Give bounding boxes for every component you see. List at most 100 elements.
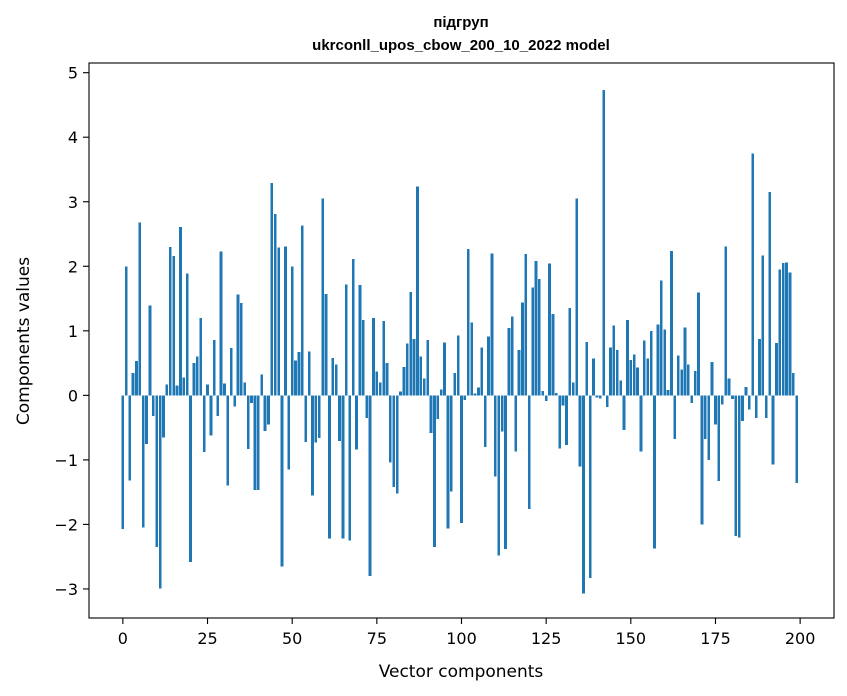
bar-104	[473, 393, 477, 396]
bar-12	[162, 395, 165, 438]
bar-5	[138, 222, 142, 396]
chart-title-line1: підгруп	[433, 14, 488, 31]
bar-186	[751, 153, 755, 396]
bar-41	[260, 374, 264, 396]
bar-95	[443, 342, 446, 396]
bar-166	[683, 327, 687, 396]
bar-57	[314, 395, 318, 443]
bar-158	[656, 324, 660, 396]
bar-87	[416, 186, 419, 396]
bar-84	[405, 343, 409, 396]
y-tick-label: −2	[54, 515, 78, 534]
x-tick-label: 25	[197, 629, 217, 648]
bar-86	[412, 339, 416, 396]
bar-196	[785, 262, 788, 396]
bars-group	[121, 90, 799, 594]
bar-105	[477, 387, 480, 396]
bar-42	[263, 395, 267, 431]
bar-61	[328, 395, 331, 539]
x-tick-label: 125	[531, 629, 562, 648]
bar-73	[368, 395, 372, 577]
bar-102	[466, 248, 470, 396]
bar-188	[758, 339, 761, 396]
bar-49	[287, 395, 291, 470]
bar-80	[392, 395, 396, 487]
bar-130	[561, 395, 565, 406]
bar-94	[439, 389, 443, 396]
bar-134	[575, 198, 578, 396]
bar-150	[629, 359, 633, 396]
bar-162	[670, 250, 673, 396]
bar-53	[300, 225, 304, 396]
bar-111	[497, 395, 501, 556]
bar-1	[124, 266, 128, 396]
bar-76	[378, 382, 382, 396]
bar-31	[226, 395, 230, 486]
bar-144	[609, 347, 612, 396]
x-tick-label: 100	[446, 629, 477, 648]
bar-10	[155, 395, 159, 548]
bar-145	[612, 325, 616, 396]
bar-77	[382, 321, 385, 396]
bar-54	[304, 395, 308, 442]
bar-83	[402, 366, 406, 396]
bar-164	[676, 355, 680, 396]
bar-120	[527, 395, 531, 509]
bar-189	[761, 255, 765, 396]
bar-143	[605, 395, 609, 407]
bar-79	[389, 395, 392, 463]
bar-35	[240, 303, 243, 396]
bar-118	[521, 302, 524, 396]
bar-51	[294, 360, 297, 396]
bar-184	[744, 386, 748, 396]
bar-177	[720, 395, 724, 405]
bar-38	[250, 395, 253, 404]
bar-140	[595, 395, 599, 398]
bar-115	[510, 316, 514, 396]
bar-182	[737, 395, 741, 538]
y-tick-label: 3	[68, 193, 78, 212]
bar-70	[358, 285, 362, 396]
bar-178	[724, 246, 727, 396]
bar-7	[145, 395, 148, 444]
bar-192	[771, 395, 775, 465]
bar-32	[229, 348, 233, 396]
y-tick-label: 1	[68, 322, 78, 341]
y-tick-label: 2	[68, 257, 78, 276]
bar-81	[395, 395, 399, 494]
bar-30	[223, 383, 226, 396]
bar-74	[372, 317, 375, 396]
bar-78	[385, 363, 389, 396]
bar-67	[348, 395, 352, 541]
bar-154	[643, 340, 646, 396]
bar-92	[433, 395, 436, 548]
bar-66	[345, 284, 348, 396]
bar-174	[710, 361, 714, 396]
bar-117	[517, 350, 521, 396]
bar-52	[297, 352, 301, 396]
bar-152	[636, 367, 639, 396]
bar-82	[399, 391, 402, 396]
bar-163	[673, 395, 677, 440]
bar-2	[128, 395, 131, 481]
y-axis-ticks: −3 −2 −1 0 1 2 3 4 5	[54, 64, 89, 599]
bar-24	[202, 395, 206, 453]
bar-33	[233, 395, 236, 407]
bar-36	[243, 382, 247, 396]
bar-43	[267, 395, 270, 425]
bar-56	[311, 395, 314, 496]
bar-40	[256, 395, 260, 491]
bar-26	[209, 395, 213, 436]
x-axis-ticks: 0 25 50 75 100 125 150 175 200	[118, 618, 815, 648]
bar-27	[212, 339, 216, 396]
y-tick-label: 0	[68, 386, 78, 405]
bar-187	[754, 395, 758, 418]
bar-197	[788, 272, 792, 396]
y-tick-label: 5	[68, 64, 78, 83]
bar-176	[717, 395, 721, 482]
bar-85	[409, 292, 413, 396]
bar-47	[280, 395, 284, 567]
bar-18	[182, 377, 186, 396]
bar-119	[524, 254, 528, 396]
bar-193	[775, 343, 778, 396]
